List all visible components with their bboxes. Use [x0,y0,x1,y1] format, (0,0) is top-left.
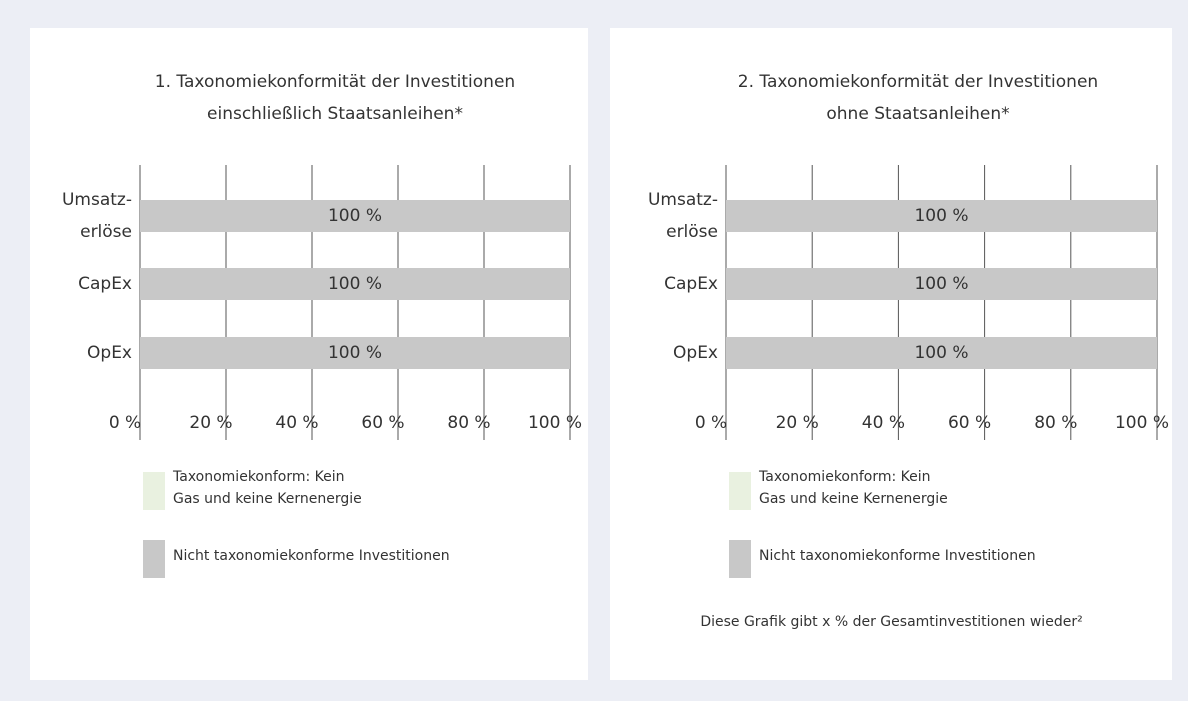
bar [140,200,570,232]
legend-swatch [729,472,751,510]
x-tick-label: 40 % [862,413,905,433]
data-label: 100 % [328,274,382,294]
x-tick-label: 0 % [109,413,141,433]
x-tick-label: 20 % [189,413,232,433]
bar [726,200,1157,232]
y-tick-label: OpEx [87,343,132,363]
x-tick-label: 100 % [1115,413,1169,433]
bar [726,268,1157,300]
x-tick-label: 0 % [695,413,727,433]
chart-title: 2. Taxonomiekonformität der Investitione… [738,72,1098,124]
legend-label: Taxonomiekonform: Kein Gas und keine Kern… [758,469,948,507]
data-label: 100 % [328,206,382,226]
legend-label: Nicht taxonomiekonforme Investitionen [759,548,1036,564]
legend-swatch [729,540,751,578]
legend-label: Nicht taxonomiekonforme Investitionen [173,548,450,564]
note: Diese Grafik gibt x % der Gesamtinvestit… [700,614,1082,630]
y-tick-label: CapEx [664,274,718,294]
data-label: 100 % [914,274,968,294]
data-label: 100 % [914,343,968,363]
x-tick-label: 80 % [447,413,490,433]
x-tick-label: 40 % [275,413,318,433]
legend-swatch [143,540,165,578]
y-tick-label: Umsatz-erlöse [648,190,718,242]
chart-title: 1. Taxonomiekonformität der Investitione… [155,72,515,124]
x-tick-label: 60 % [361,413,404,433]
y-tick-label: OpEx [673,343,718,363]
x-tick-label: 80 % [1034,413,1077,433]
x-tick-label: 20 % [776,413,819,433]
bar [140,268,570,300]
y-tick-label: CapEx [78,274,132,294]
legend-swatch [143,472,165,510]
x-tick-label: 100 % [528,413,582,433]
y-tick-label: Umsatz-erlöse [62,190,132,242]
x-tick-label: 60 % [948,413,991,433]
legend-label: Taxonomiekonform: Kein Gas und keine Kern… [172,469,362,507]
bar [726,337,1157,369]
bar [140,337,570,369]
data-label: 100 % [328,343,382,363]
data-label: 100 % [914,206,968,226]
